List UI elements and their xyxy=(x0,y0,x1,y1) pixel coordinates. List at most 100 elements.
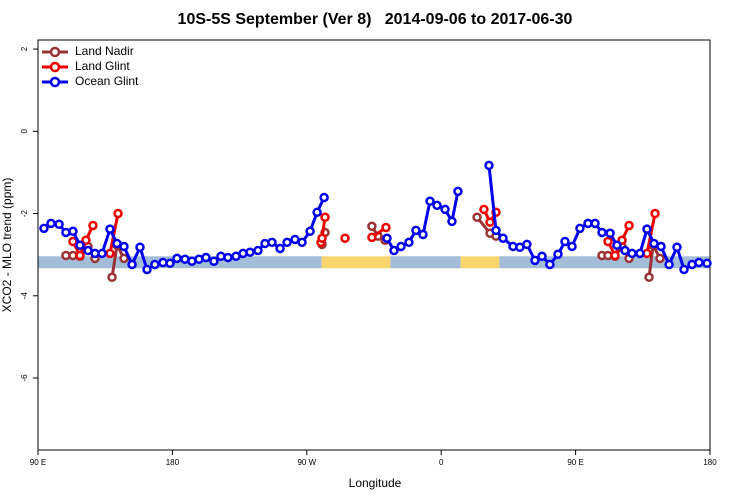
data-point xyxy=(54,219,64,229)
data-point xyxy=(320,212,330,222)
y-tick-label: -6 xyxy=(20,374,29,382)
data-point xyxy=(590,218,600,229)
data-point xyxy=(567,241,577,252)
series-line xyxy=(71,208,657,260)
x-axis-label: Longitude xyxy=(349,476,402,490)
data-point xyxy=(440,204,450,215)
x-tick-label: 90 E xyxy=(30,458,46,467)
data-point xyxy=(97,248,107,259)
data-point xyxy=(610,250,620,261)
data-point xyxy=(105,224,115,234)
data-point xyxy=(545,259,555,270)
x-tick-label: 180 xyxy=(703,458,717,467)
data-point xyxy=(319,192,329,203)
data-point xyxy=(127,259,137,270)
data-point xyxy=(418,229,428,240)
data-point xyxy=(635,248,645,259)
x-tick-label: 90 W xyxy=(297,458,316,467)
data-point xyxy=(396,241,406,252)
data-point xyxy=(642,224,652,234)
data-point xyxy=(367,221,377,232)
data-point xyxy=(575,223,585,234)
data-point xyxy=(485,217,495,227)
surface-band xyxy=(390,256,461,269)
data-point xyxy=(113,208,123,219)
x-tick-label: 90 E xyxy=(567,458,583,467)
data-point xyxy=(267,237,277,248)
data-point xyxy=(650,208,660,219)
data-point xyxy=(702,258,712,269)
legend-label: Ocean Glint xyxy=(75,74,139,88)
data-point xyxy=(479,204,489,215)
y-axis-label: XCO2 - MLO trend (ppm) xyxy=(0,178,14,313)
data-point xyxy=(165,258,175,269)
data-point xyxy=(453,186,463,197)
data-point xyxy=(312,207,322,218)
data-point xyxy=(305,226,315,236)
data-point xyxy=(679,264,689,275)
data-point xyxy=(223,252,233,263)
data-point xyxy=(382,233,392,243)
y-tick-label: 0 xyxy=(20,129,29,134)
legend-marker xyxy=(49,46,61,58)
chart-title: 10S-5S September (Ver 8) 2014-09-06 to 2… xyxy=(178,11,573,28)
data-point xyxy=(530,255,540,266)
data-point xyxy=(105,248,115,259)
data-point xyxy=(209,256,219,266)
surface-band xyxy=(38,256,322,269)
data-point xyxy=(484,160,494,171)
y-tick-label: 2 xyxy=(20,46,29,51)
surface-band xyxy=(460,256,500,269)
legend-label: Land Nadir xyxy=(75,44,134,58)
data-point xyxy=(68,226,78,236)
data-point xyxy=(245,247,255,257)
data-point xyxy=(537,251,547,262)
data-point xyxy=(46,218,56,229)
data-point xyxy=(81,235,91,246)
data-point xyxy=(135,242,145,253)
data-point xyxy=(404,237,414,248)
data-point xyxy=(389,245,399,256)
data-point xyxy=(664,259,674,270)
surface-band xyxy=(499,256,710,269)
surface-band xyxy=(321,256,391,269)
data-point xyxy=(656,241,666,252)
y-tick-label: -2 xyxy=(20,209,29,217)
x-tick-label: 180 xyxy=(166,458,180,467)
data-point xyxy=(491,225,501,236)
data-point xyxy=(411,225,421,236)
data-point xyxy=(172,253,182,264)
data-point xyxy=(627,248,637,259)
data-point xyxy=(88,220,98,231)
data-point xyxy=(340,233,350,243)
data-point xyxy=(605,228,615,239)
data-point xyxy=(75,250,85,261)
data-point xyxy=(367,232,377,243)
data-point xyxy=(142,264,152,275)
data-point xyxy=(672,242,682,253)
data-point xyxy=(150,259,160,270)
data-point xyxy=(644,272,654,283)
data-point xyxy=(282,237,292,248)
data-point xyxy=(472,212,482,222)
data-point xyxy=(597,227,607,238)
data-point xyxy=(694,257,704,268)
data-point xyxy=(432,200,442,211)
y-tick-label: -4 xyxy=(20,292,29,300)
data-point xyxy=(624,220,634,231)
legend-label: Land Glint xyxy=(75,59,130,73)
data-point xyxy=(522,239,532,250)
data-point xyxy=(39,223,49,234)
data-point xyxy=(447,216,457,227)
data-point xyxy=(275,243,285,254)
data-point xyxy=(603,236,613,247)
data-point xyxy=(75,240,85,250)
data-point xyxy=(425,196,435,206)
data-point xyxy=(655,253,665,264)
data-point xyxy=(119,241,129,252)
plot-frame xyxy=(37,39,711,451)
data-point xyxy=(498,233,508,243)
data-point xyxy=(107,272,117,283)
data-point xyxy=(253,245,263,256)
